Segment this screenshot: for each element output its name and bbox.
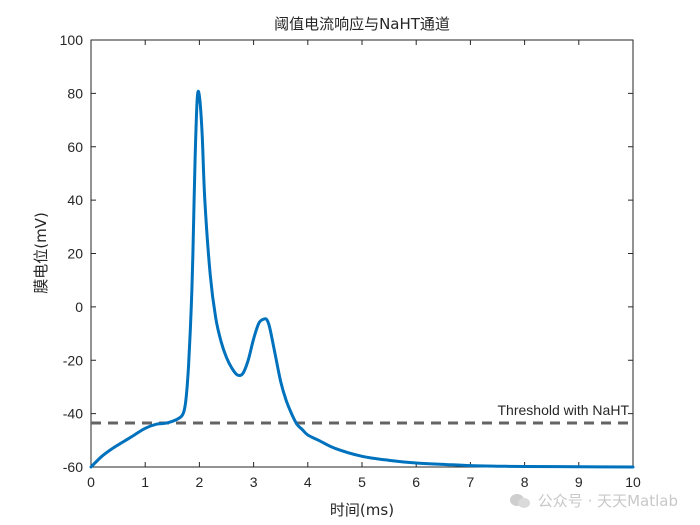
y-tick-label: 100 — [60, 32, 84, 48]
x-tick-label: 6 — [412, 474, 420, 490]
watermark-text: 公众号 · 天天Matlab — [537, 492, 678, 510]
x-tick-label: 7 — [467, 474, 475, 490]
x-tick-label: 3 — [250, 474, 258, 490]
threshold-label: Threshold with NaHT — [498, 402, 630, 418]
watermark: 公众号 · 天天Matlab — [509, 490, 678, 511]
y-tick-label: 0 — [75, 299, 83, 315]
x-tick-label: 4 — [304, 474, 312, 490]
x-tick-label: 10 — [625, 474, 641, 490]
y-tick-label: 60 — [67, 139, 83, 155]
x-axis-label: 时间(ms) — [330, 501, 394, 519]
y-tick-label: 20 — [67, 246, 83, 262]
chart-title: 阈值电流响应与NaHT通道 — [274, 15, 450, 33]
y-tick-label: -20 — [63, 352, 83, 368]
series-line-membrane-potential — [89, 89, 635, 469]
wechat-icon — [509, 492, 532, 510]
y-axis-label: 膜电位(mV) — [32, 212, 50, 294]
y-tick-label: 80 — [67, 85, 83, 101]
y-tick-label: 40 — [67, 192, 83, 208]
x-tick-label: 5 — [358, 474, 366, 490]
x-tick-label: 1 — [141, 474, 149, 490]
y-tick-label: -60 — [63, 459, 83, 475]
plot-area: 0 1 2 3 4 5 6 7 8 9 10 -60 -40 -20 0 20 40 60 80 100 Thresho… — [60, 32, 641, 490]
x-tick-label: 9 — [575, 474, 583, 490]
y-tick-label: -40 — [63, 406, 83, 422]
x-tick-label: 2 — [196, 474, 204, 490]
x-tick-label: 0 — [87, 474, 95, 490]
x-tick-label: 8 — [521, 474, 529, 490]
